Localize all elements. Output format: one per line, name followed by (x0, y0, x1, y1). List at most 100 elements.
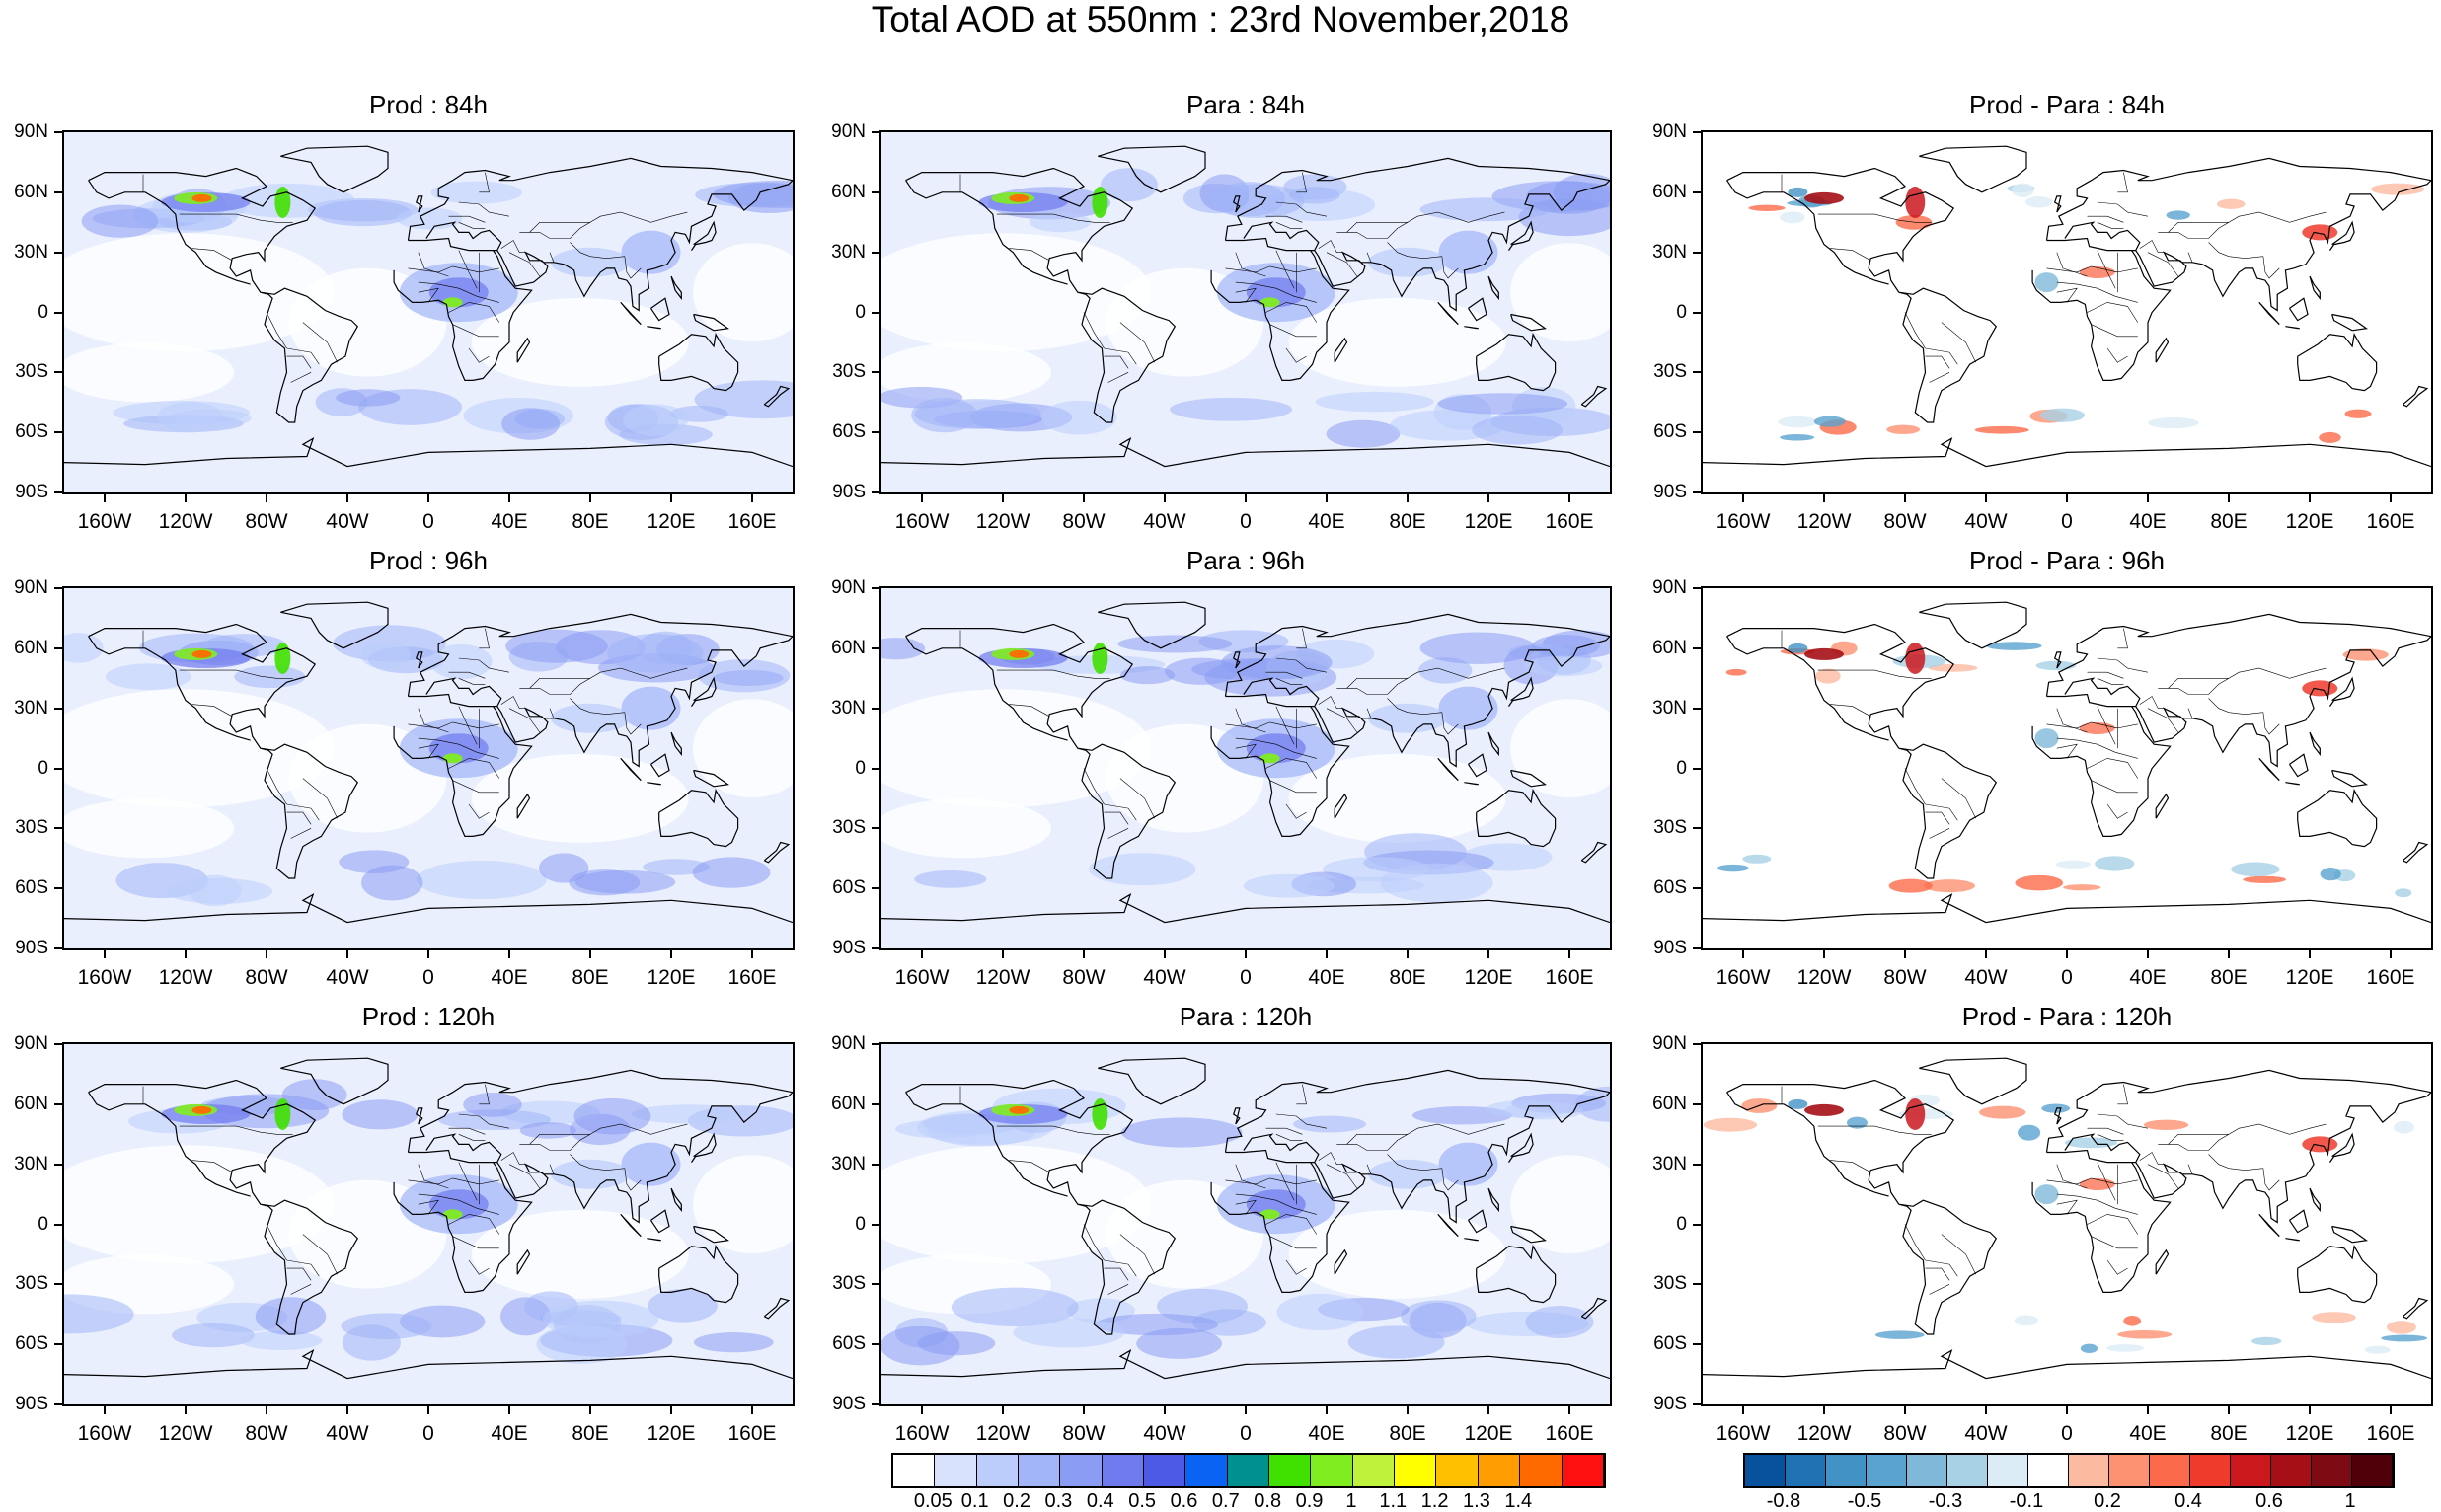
longitude-tick (346, 492, 348, 502)
longitude-tick (921, 1404, 923, 1414)
latitude-tick (1693, 1163, 1703, 1166)
latitude-tick (872, 131, 881, 133)
latitude-tick (54, 371, 64, 374)
longitude-tick (1164, 948, 1166, 958)
latitude-label: 30S (1653, 817, 1687, 839)
latitude-label: 60S (832, 1333, 866, 1355)
latitude-tick (54, 887, 64, 890)
longitude-label: 80E (2210, 1422, 2248, 1445)
latitude-label: 60N (831, 181, 866, 202)
colorbar-swatch (1144, 1455, 1186, 1486)
latitude-label: 60S (1653, 421, 1687, 443)
longitude-label: 80E (1389, 510, 1426, 533)
latitude-label: 90N (831, 1033, 866, 1054)
latitude-label: 90S (832, 482, 866, 502)
latitude-tick (872, 431, 881, 434)
panel-title: Prod : 120h (361, 1002, 496, 1031)
longitude-tick (1326, 492, 1328, 502)
latitude-label: 60S (15, 421, 48, 443)
longitude-label: 40W (1964, 966, 2008, 989)
longitude-label: 160W (1716, 510, 1771, 533)
longitude-tick (1823, 1404, 1825, 1414)
longitude-tick (670, 948, 672, 958)
map-field (881, 132, 1610, 492)
map-panel (879, 586, 1612, 950)
latitude-label: 60N (1652, 181, 1687, 202)
longitude-label: 40E (491, 966, 528, 989)
latitude-label: 0 (1676, 301, 1687, 323)
longitude-label: 0 (2061, 1422, 2073, 1445)
longitude-tick (185, 1404, 187, 1414)
longitude-tick (1002, 948, 1004, 958)
longitude-label: 80W (1062, 1422, 1106, 1445)
longitude-tick (1245, 492, 1247, 502)
longitude-label: 160W (894, 966, 950, 989)
latitude-tick (54, 491, 64, 493)
longitude-tick (2066, 948, 2068, 958)
longitude-tick (2147, 948, 2149, 958)
longitude-label: 80W (245, 966, 288, 989)
map-panel (1701, 1042, 2433, 1406)
latitude-label: 30N (1652, 1153, 1687, 1174)
longitude-tick (1326, 1404, 1328, 1414)
longitude-tick (921, 948, 923, 958)
longitude-label: 40E (2129, 966, 2167, 989)
colorbar-swatch (2190, 1455, 2231, 1486)
longitude-tick (346, 948, 348, 958)
map-field (881, 1044, 1610, 1404)
colorbar-label: 0.5 (1128, 1490, 1157, 1512)
longitude-tick (2228, 492, 2230, 502)
longitude-label: 80E (2210, 510, 2248, 533)
longitude-label: 40W (326, 1422, 369, 1445)
longitude-tick (1823, 948, 1825, 958)
longitude-label: 40E (2129, 1422, 2167, 1445)
longitude-tick (1083, 492, 1085, 502)
longitude-label: 120E (647, 1422, 696, 1445)
longitude-tick (104, 948, 106, 958)
latitude-tick (1693, 1403, 1703, 1405)
latitude-label: 60N (831, 637, 866, 658)
latitude-tick (54, 1283, 64, 1286)
latitude-tick (872, 1223, 881, 1226)
latitude-label: 0 (38, 1213, 48, 1235)
latitude-label: 30N (14, 241, 48, 263)
longitude-tick (185, 492, 187, 502)
latitude-tick (1693, 947, 1703, 949)
longitude-label: 40E (1308, 1422, 1345, 1445)
latitude-tick (872, 1343, 881, 1346)
panel-title: Prod - Para : 84h (1969, 90, 2165, 119)
longitude-label: 80E (572, 966, 609, 989)
longitude-label: 40W (326, 510, 369, 533)
latitude-tick (54, 947, 64, 949)
longitude-tick (921, 492, 923, 502)
colorbar-label: 0.2 (1003, 1490, 1030, 1512)
longitude-tick (1985, 492, 1987, 502)
latitude-tick (1693, 131, 1703, 133)
colorbar-label: -0.5 (1847, 1490, 1882, 1512)
longitude-label: 80E (572, 1422, 609, 1445)
longitude-tick (589, 948, 591, 958)
longitude-tick (1002, 492, 1004, 502)
longitude-label: 120E (2285, 966, 2334, 989)
panel-title: Prod - Para : 96h (1969, 546, 2165, 575)
longitude-tick (2066, 492, 2068, 502)
latitude-tick (1693, 251, 1703, 254)
map-panel (879, 1042, 1612, 1406)
map-panel (1701, 586, 2433, 950)
longitude-label: 80W (1062, 966, 1106, 989)
longitude-label: 120W (975, 966, 1030, 989)
latitude-tick (54, 1043, 64, 1045)
colorbar-swatch (1436, 1455, 1479, 1486)
latitude-tick (1693, 1043, 1703, 1045)
longitude-label: 120E (647, 510, 696, 533)
colorbar-label: 0.2 (2094, 1490, 2121, 1512)
longitude-label: 40W (326, 966, 369, 989)
colorbar-swatch (2352, 1455, 2393, 1486)
latitude-label: 60N (1652, 1093, 1687, 1114)
latitude-tick (54, 827, 64, 830)
latitude-tick (1693, 190, 1703, 193)
longitude-tick (1164, 1404, 1166, 1414)
longitude-label: 40E (491, 510, 528, 533)
longitude-label: 160E (1545, 1422, 1594, 1445)
panel-title: Prod : 84h (369, 90, 488, 119)
